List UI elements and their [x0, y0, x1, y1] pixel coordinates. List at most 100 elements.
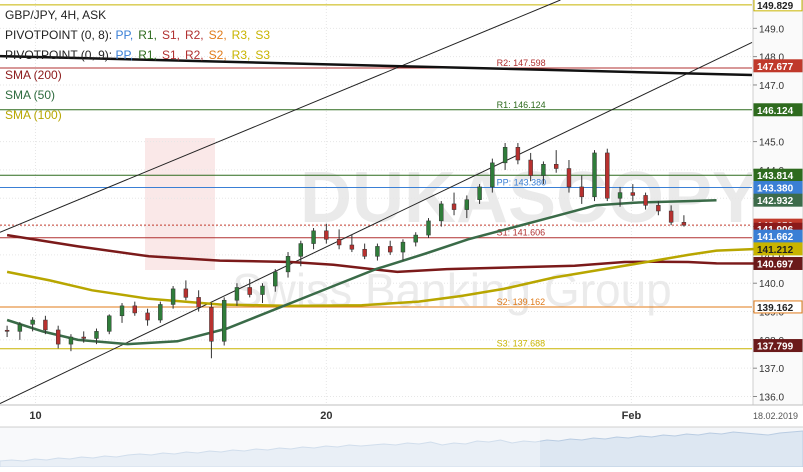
candle-body: [196, 297, 201, 308]
price-tag: [753, 242, 803, 256]
candle-body: [362, 248, 367, 257]
price-tag: [753, 256, 803, 270]
channel-upper-line: [0, 0, 561, 233]
price-tick-label: 147.0: [759, 81, 784, 92]
price-tag-text: 143.380: [757, 183, 794, 194]
price-tag: [753, 193, 803, 207]
pivot-label-r1: R1: 146.124: [497, 100, 546, 110]
major-trendline: [0, 54, 753, 77]
price-tag: [753, 59, 803, 73]
pivot-label-s2: S2: 139.162: [497, 297, 546, 307]
price-tag-text: 137.799: [757, 342, 794, 353]
price-tag-text: 146.124: [757, 106, 794, 117]
candle-body: [158, 304, 163, 321]
candle-body: [234, 287, 240, 301]
candle-body: [4, 329, 10, 332]
price-tick-label: 137.0: [759, 364, 784, 375]
candle-body: [566, 168, 572, 188]
time-tick-label: 10: [29, 410, 41, 422]
sma-line-50: [6, 198, 717, 346]
candle-body: [375, 246, 380, 257]
price-tag: [753, 103, 803, 117]
time-tick-label: Feb: [622, 410, 642, 422]
candle-body: [617, 192, 623, 199]
candle-body: [209, 307, 214, 342]
date-label: 18.02.2019: [753, 411, 798, 421]
candle-body: [515, 147, 521, 161]
candle-body: [528, 159, 533, 176]
candle-body: [502, 147, 508, 164]
candle-body: [592, 152, 597, 198]
candle-body: [477, 186, 482, 200]
legend-pivot-item-r3: R3,: [231, 48, 251, 62]
legend-pivot-item-r1: R1,: [138, 28, 157, 42]
pivot-label-pp: PP: 143.380: [497, 177, 547, 187]
legend-pivot-item-r2: R2,: [184, 48, 204, 62]
price-tick-label: 149.0: [759, 24, 784, 35]
candle-body: [30, 319, 35, 325]
legend-pivot-item-r1: R1,: [138, 48, 157, 62]
candle-body: [387, 246, 393, 253]
legend-pivot-8[interactable]: PIVOTPOINT (0, 8): PP, R1, S1, R2, S2, R3, S3: [5, 28, 275, 42]
price-tag-text: 141.662: [757, 232, 794, 243]
candle-body: [451, 203, 457, 210]
price-tag: [753, 300, 803, 314]
candle-body: [43, 319, 48, 331]
legend-sma-200[interactable]: SMA (200): [5, 68, 67, 82]
sma-line-200: [6, 233, 760, 274]
candle-body: [145, 312, 150, 321]
candle-body: [426, 220, 431, 236]
legend-pivot-item-r3: R3,: [231, 28, 251, 42]
legend-sma-100-label: SMA (100): [5, 108, 62, 122]
pivot-label-s3: S3: 137.688: [497, 339, 546, 349]
candle-body: [490, 162, 495, 188]
candle-body: [553, 164, 559, 169]
candle-body: [273, 271, 278, 287]
candle-body: [324, 230, 329, 240]
candle-body: [107, 315, 112, 332]
candle-body: [17, 324, 23, 332]
candle-body: [132, 305, 137, 314]
candle-body: [55, 329, 61, 345]
pivot-label-s1: S1: 141.606: [497, 228, 546, 238]
legend-sma-50[interactable]: SMA (50): [5, 88, 60, 102]
candle-body: [400, 241, 406, 253]
legend-symbol-header: GBP/JPY, 4H, ASK: [5, 8, 111, 22]
legend-pivot-item-s2: S2,: [208, 48, 227, 62]
candle-body: [464, 199, 470, 210]
price-tag-text: 140.697: [757, 259, 794, 270]
price-tick-label: 145.0: [759, 138, 784, 149]
candle-body: [413, 234, 418, 243]
legend-pivot-item-s1: S1,: [161, 28, 180, 42]
candle-body: [119, 305, 125, 317]
navigator-window: [0, 428, 540, 467]
candle-body: [541, 164, 546, 176]
legend-pivot-item-pp: PP,: [115, 48, 134, 62]
candle-body: [81, 336, 86, 339]
legend-pivot-item-s2: S2,: [208, 28, 227, 42]
legend-pivot-9[interactable]: PIVOTPOINT (0, 9): PP, R1, S1, R2, S2, R3, S3: [5, 48, 275, 62]
candle-body: [681, 222, 687, 226]
legend-sma-100[interactable]: SMA (100): [5, 108, 67, 122]
legend-pivot-item-s3: S3: [255, 48, 271, 62]
price-tag: [753, 339, 803, 353]
price-tag-text: 139.162: [757, 303, 794, 314]
price-tick-label: 148.0: [759, 53, 784, 64]
price-tag: [753, 229, 803, 243]
candle-body: [170, 288, 176, 305]
candle-body: [656, 205, 661, 212]
candle-body: [630, 192, 636, 196]
sma-line-100: [6, 247, 760, 308]
symbol-header-text: GBP/JPY, 4H, ASK: [5, 8, 107, 22]
time-tick-label: 20: [320, 410, 332, 422]
price-tick-label: 140.0: [759, 279, 784, 290]
candle-body: [668, 210, 674, 223]
candle-body: [643, 195, 648, 206]
legend-sma-200-label: SMA (200): [5, 68, 62, 82]
price-tag-text: 141.212: [757, 245, 794, 256]
price-tag: [753, 180, 803, 194]
legend-pivot-item-s3: S3: [255, 28, 271, 42]
price-tag: [753, 0, 803, 12]
